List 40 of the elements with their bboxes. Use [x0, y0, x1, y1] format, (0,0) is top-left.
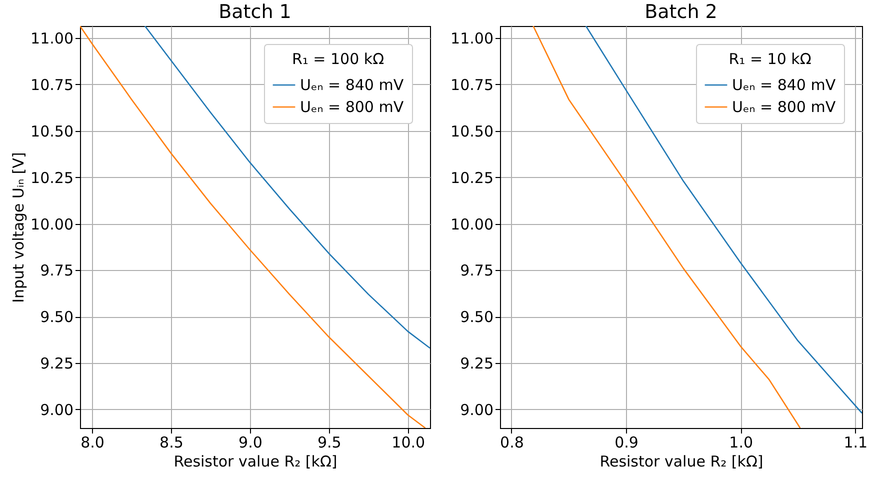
- x-tick-label: 8.0: [80, 434, 104, 452]
- x-tick-label: 10.0: [392, 434, 426, 452]
- line-series: [144, 26, 430, 349]
- chart-title: Batch 1: [218, 1, 292, 23]
- y-tick-label: 11.00: [450, 30, 494, 48]
- x-tick-label: 0.9: [614, 434, 638, 452]
- legend-label: Uₑₙ = 800 mV: [732, 98, 836, 116]
- legend-label: Uₑₙ = 800 mV: [300, 98, 404, 116]
- y-tick-label: 9.00: [460, 400, 494, 419]
- y-tick-label: 10.75: [450, 76, 494, 94]
- x-tick-label: 9.5: [317, 434, 342, 452]
- y-tick-label: 9.50: [460, 308, 494, 326]
- chart-title: Batch 2: [644, 1, 718, 23]
- y-tick-label: 9.25: [40, 354, 74, 373]
- x-tick-label: 1.0: [729, 434, 753, 452]
- legend-label: Uₑₙ = 840 mV: [732, 76, 836, 94]
- x-tick-label: 1.1: [844, 434, 868, 452]
- x-tick-label: 8.5: [160, 434, 184, 452]
- y-tick-label: 10.75: [30, 76, 74, 94]
- y-tick-label: 9.00: [40, 400, 74, 419]
- y-tick-label: 10.25: [30, 168, 74, 187]
- y-tick-label: 9.75: [40, 262, 74, 280]
- y-tick-label: 11.00: [30, 30, 74, 48]
- y-tick-label: 10.50: [450, 122, 494, 140]
- y-tick-label: 9.25: [460, 354, 494, 373]
- y-tick-label: 10.25: [450, 168, 494, 187]
- y-tick-label: 9.50: [40, 308, 74, 326]
- y-tick-label: 10.00: [450, 215, 494, 234]
- x-axis-title: Resistor value R₂ [kΩ]: [174, 452, 338, 470]
- x-tick-label: 9.0: [238, 434, 262, 452]
- legend-title: R₁ = 10 kΩ: [728, 50, 812, 68]
- y-tick-label: 9.75: [460, 262, 494, 280]
- x-tick-label: 0.8: [500, 434, 524, 452]
- line-series: [585, 26, 862, 414]
- x-axis-title: Resistor value R₂ [kΩ]: [600, 452, 764, 470]
- y-tick-label: 10.00: [30, 215, 74, 234]
- legend-title: R₁ = 100 kΩ: [292, 50, 384, 68]
- legend-label: Uₑₙ = 840 mV: [300, 76, 404, 94]
- y-tick-label: 10.50: [30, 122, 74, 140]
- y-axis-title: Input voltage Uᵢₙ [V]: [10, 152, 28, 303]
